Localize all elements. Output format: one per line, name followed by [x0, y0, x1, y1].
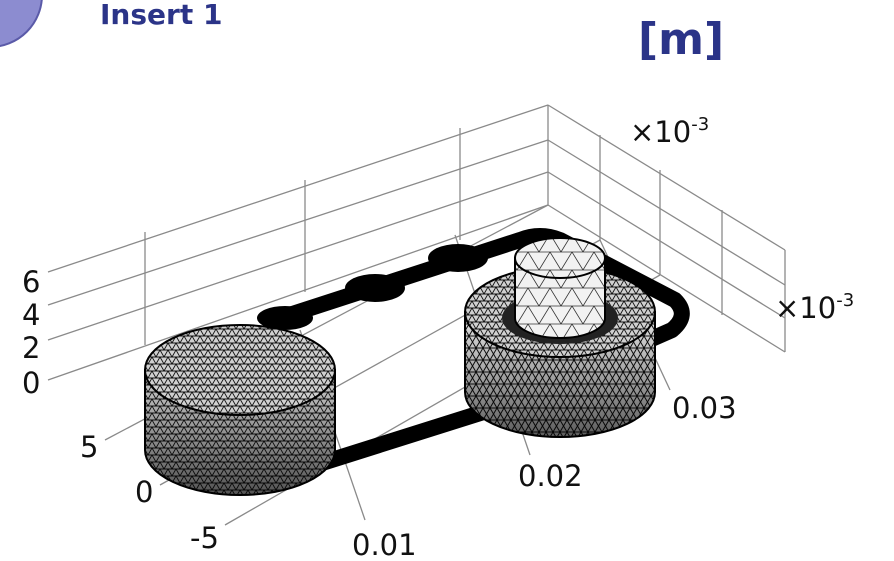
- y-tick-label: 0: [135, 475, 153, 509]
- x-tick-label: 0.03: [672, 391, 737, 425]
- inset-label: Insert 1: [100, 0, 222, 31]
- z-tick-label: 2: [22, 331, 40, 365]
- scale-base: ×10: [775, 291, 836, 325]
- left-cylinder: [145, 325, 335, 495]
- scale-exponent: -3: [691, 114, 709, 135]
- y-tick-label: 5: [80, 430, 98, 464]
- scale-label: ×10-3: [775, 290, 854, 325]
- z-ticks: 6 4 2 0: [22, 265, 40, 400]
- scale-label: ×10-3: [630, 114, 709, 149]
- x-tick-label: 0.01: [352, 528, 417, 561]
- scale-exponent: -3: [836, 290, 854, 311]
- y-tick-label: -5: [190, 521, 219, 555]
- pillar: [515, 238, 605, 338]
- chamber: [345, 274, 405, 302]
- scale-base: ×10: [630, 115, 691, 149]
- inset-marker: [0, 0, 42, 47]
- z-tick-label: 6: [22, 265, 40, 299]
- unit-label: [m]: [638, 14, 724, 65]
- z-tick-label: 4: [22, 298, 40, 332]
- page: Insert 1 [m]: [0, 0, 894, 561]
- chamber: [428, 244, 488, 272]
- figure: Insert 1 [m]: [0, 0, 894, 561]
- z-tick-label: 0: [22, 366, 40, 400]
- x-tick-label: 0.02: [518, 459, 583, 493]
